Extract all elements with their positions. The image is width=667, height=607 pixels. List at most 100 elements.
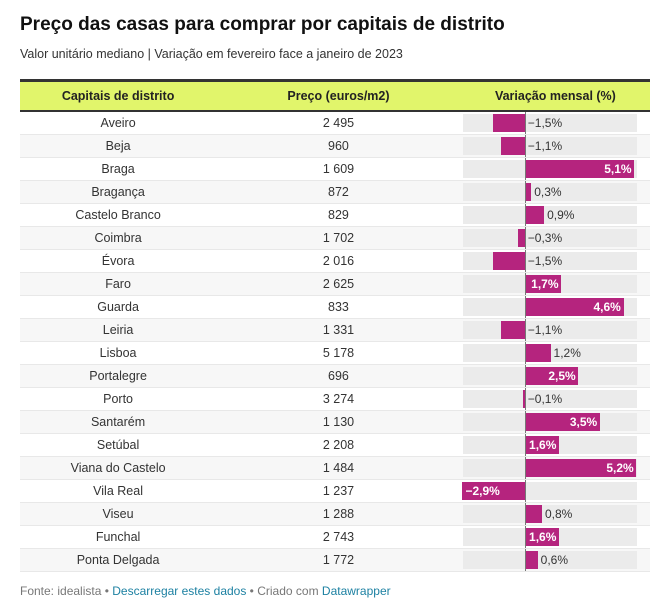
bar-background [462, 390, 637, 408]
price-value: 1 288 [216, 502, 461, 526]
capital-name: Guarda [20, 295, 217, 319]
zero-line [524, 526, 526, 548]
variation-cell: −0,3% [460, 226, 650, 250]
price-value: 2 208 [216, 433, 461, 457]
bar-background [462, 206, 637, 224]
capital-name: Viseu [20, 502, 217, 526]
variation-label: 5,2% [606, 461, 634, 475]
capital-name: Castelo Branco [20, 203, 217, 227]
zero-line [524, 388, 526, 410]
table-row: Santarém 1 130 3,5% [20, 410, 650, 434]
variation-cell: −2,9% [460, 479, 650, 503]
table-row: Faro 2 625 1,7% [20, 272, 650, 296]
capital-name: Viana do Castelo [20, 456, 217, 480]
capital-name: Beja [20, 134, 217, 158]
column-header-variation[interactable]: Variação mensal (%) [494, 89, 616, 103]
table-row: Viseu 1 288 0,8% [20, 502, 650, 526]
column-header-capital[interactable]: Capitais de distrito [61, 89, 175, 103]
variation-label: −0,3% [527, 231, 563, 245]
table-row: Ponta Delgada 1 772 0,6% [20, 548, 650, 572]
variation-cell: 5,2% [460, 456, 650, 480]
variation-bar [524, 436, 560, 454]
capital-name: Leiria [20, 318, 217, 342]
variation-bar [524, 505, 542, 523]
variation-label: −0,1% [527, 392, 563, 406]
table-row: Leiria 1 331 −1,1% [20, 318, 650, 342]
variation-cell: 0,9% [460, 203, 650, 227]
variation-cell: 4,6% [460, 295, 650, 319]
variation-bar [492, 114, 525, 132]
price-value: 1 702 [216, 226, 461, 250]
table-row: Setúbal 2 208 1,6% [20, 433, 650, 457]
zero-line [524, 296, 526, 318]
table-row: Braga 1 609 5,1% [20, 157, 650, 181]
variation-bar [501, 137, 525, 155]
bar-background [462, 183, 637, 201]
table-row: Viana do Castelo 1 484 5,2% [20, 456, 650, 480]
variation-cell: 0,8% [460, 502, 650, 526]
variation-bar [524, 459, 637, 477]
variation-bar [524, 413, 600, 431]
zero-line [524, 135, 526, 157]
table-row: Bragança 872 0,3% [20, 180, 650, 204]
bar-background [462, 505, 637, 523]
variation-cell: −1,1% [460, 134, 650, 158]
zero-line [524, 273, 526, 295]
price-value: 1 130 [216, 410, 461, 434]
capital-name: Ponta Delgada [20, 548, 217, 572]
variation-cell: −1,1% [460, 318, 650, 342]
variation-label: 3,5% [569, 415, 598, 429]
variation-bar [524, 275, 562, 293]
price-value: 1 772 [216, 548, 461, 572]
price-value: 2 016 [216, 249, 461, 273]
price-value: 1 237 [216, 479, 461, 503]
variation-bar [518, 229, 525, 247]
variation-bar [524, 298, 624, 316]
table-row: Lisboa 5 178 1,2% [20, 341, 650, 365]
zero-line [524, 434, 526, 456]
table-row: Évora 2 016 −1,5% [20, 249, 650, 273]
variation-bar [524, 367, 579, 385]
capital-name: Vila Real [20, 479, 217, 503]
variation-label: 2,5% [548, 369, 576, 383]
table-row: Porto 3 274 −0,1% [20, 387, 650, 411]
variation-bar [524, 160, 635, 178]
created-with-text: • Criado com [246, 584, 322, 598]
capital-name: Évora [20, 249, 217, 273]
zero-line [524, 250, 526, 272]
datawrapper-link[interactable]: Datawrapper [321, 584, 391, 598]
chart-title: Preço das casas para comprar por capitai… [20, 14, 505, 35]
variation-label: 0,6% [540, 553, 569, 567]
zero-line [524, 411, 526, 433]
variation-label: 1,6% [529, 530, 557, 544]
table-row: Aveiro 2 495 −1,5% [20, 111, 650, 135]
download-data-link[interactable]: Descarregar estes dados [112, 584, 247, 598]
variation-cell: 1,2% [460, 341, 650, 365]
table-row: Funchal 2 743 1,6% [20, 525, 650, 549]
data-table: Capitais de distrito Preço (euros/m2) Va… [20, 79, 650, 572]
variation-label: −1,5% [527, 116, 563, 130]
variation-bar [524, 551, 538, 569]
variation-cell: 2,5% [460, 364, 650, 388]
column-header-price[interactable]: Preço (euros/m2) [287, 89, 390, 103]
variation-label: 0,8% [544, 507, 573, 521]
price-value: 872 [216, 180, 461, 204]
variation-cell: 0,3% [460, 180, 650, 204]
table-row: Vila Real 1 237 −2,9% [20, 479, 650, 503]
price-value: 829 [216, 203, 461, 227]
variation-bar [524, 183, 532, 201]
zero-line [524, 503, 526, 525]
capital-name: Setúbal [20, 433, 217, 457]
variation-label: −1,5% [527, 254, 563, 268]
capital-name: Braga [20, 157, 217, 181]
zero-line [524, 342, 526, 364]
variation-cell: 3,5% [460, 410, 650, 434]
variation-cell: 1,7% [460, 272, 650, 296]
zero-line [524, 365, 526, 387]
variation-cell: −0,1% [460, 387, 650, 411]
price-value: 960 [216, 134, 461, 158]
bar-background [462, 551, 637, 569]
table-row: Beja 960 −1,1% [20, 134, 650, 158]
variation-bar [492, 252, 525, 270]
variation-bar [524, 344, 551, 362]
